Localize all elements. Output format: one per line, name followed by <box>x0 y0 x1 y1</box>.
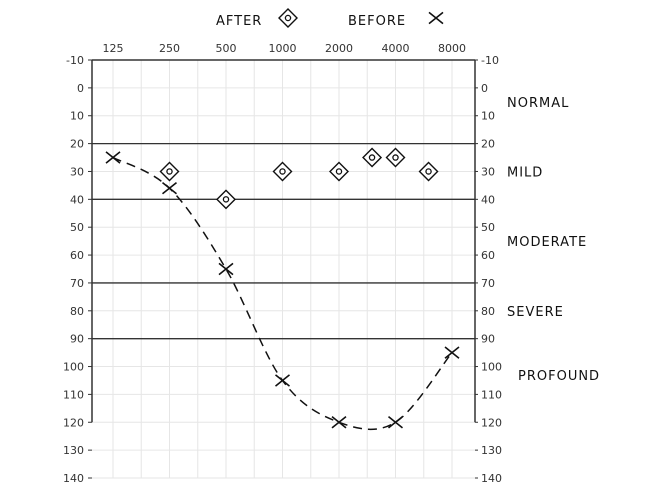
after-point-center <box>425 168 432 175</box>
legend-before-x-icon <box>428 11 444 25</box>
x-tick-label: 500 <box>216 42 237 55</box>
y-tick-label-left: 10 <box>70 110 84 123</box>
band-lines <box>92 142 475 340</box>
after-point <box>362 147 383 168</box>
y-tick-label-right: 40 <box>481 193 495 206</box>
x-tick-label: 1000 <box>269 42 297 55</box>
legend-after-diamond-icon-center <box>284 14 292 22</box>
y-tick-label-right: 80 <box>481 305 495 318</box>
after-point-center <box>279 168 286 175</box>
legend-after-label: AFTER <box>216 14 262 29</box>
x-tick-label: 4000 <box>382 42 410 55</box>
x-tick-label: 8000 <box>438 42 466 55</box>
band-label-profound: PROFOUND <box>518 369 600 384</box>
band-labels: NORMAL MILD MODERATE SEVERE PROFOUND <box>507 96 600 384</box>
band-label-mild: MILD <box>507 165 543 180</box>
x-tick-label: 2000 <box>325 42 353 55</box>
y-tick-label-right: 110 <box>481 388 502 401</box>
after-point-center <box>392 154 399 161</box>
before-point <box>105 151 121 164</box>
before-point <box>275 374 290 387</box>
y-tick-label-right: 60 <box>481 249 495 262</box>
y-tick-label-left: 140 <box>63 472 84 485</box>
band-label-moderate: MODERATE <box>507 235 587 250</box>
before-point <box>444 346 460 359</box>
before-point <box>331 416 347 429</box>
y-tick-label-left: 40 <box>70 193 84 206</box>
y-tick-label-right: 140 <box>481 472 502 485</box>
before-point <box>388 416 403 429</box>
y-tick-label-right: 130 <box>481 444 502 457</box>
after-point <box>385 147 406 168</box>
before-point <box>218 262 234 276</box>
after-point-center <box>166 168 173 175</box>
after-point <box>418 161 439 182</box>
y-tick-labels: -10 -10 0 0 10 10 20 20 30 30 40 40 50 50 60 60 70 70 80 80… <box>63 54 502 485</box>
y-tick-label-left: 60 <box>70 249 84 262</box>
grid <box>92 59 475 479</box>
y-tick-label-left: 130 <box>63 444 84 457</box>
y-tick-label-left: 120 <box>63 416 84 429</box>
y-tick-label-left: 70 <box>70 277 84 290</box>
y-tick-label-right: 30 <box>481 165 495 178</box>
after-point <box>159 161 180 182</box>
before-point <box>162 181 177 195</box>
after-point-center <box>222 196 230 203</box>
x-tick-label: 250 <box>159 42 180 55</box>
legend: AFTER BEFORE <box>216 8 444 29</box>
y-tick-label-left: 110 <box>63 388 84 401</box>
after-point-center <box>368 154 376 161</box>
y-tick-label-left: 30 <box>70 165 84 178</box>
y-tick-label-right: 20 <box>481 138 495 151</box>
y-tick-label-right: 10 <box>481 110 495 123</box>
y-tick-label-left: 80 <box>70 305 84 318</box>
axes <box>91 59 476 423</box>
legend-before-label: BEFORE <box>348 14 406 29</box>
y-tick-label-left: 0 <box>77 82 84 95</box>
y-tick-label-right: 0 <box>481 82 488 95</box>
series <box>105 147 460 430</box>
y-tick-label-left: -10 <box>66 54 84 67</box>
after-point <box>329 161 349 182</box>
x-tick-labels: 125 250 500 1000 2000 4000 8000 <box>103 42 467 55</box>
band-label-normal: NORMAL <box>507 96 569 111</box>
band-label-severe: SEVERE <box>507 305 564 320</box>
y-tick-label-left: 90 <box>70 333 84 346</box>
y-tick-label-right: 70 <box>481 277 495 290</box>
y-tick-label-right: 100 <box>481 361 502 374</box>
y-tick-label-right: 50 <box>481 221 495 234</box>
after-point <box>272 161 293 182</box>
y-tick-label-right: 120 <box>481 416 502 429</box>
legend-after-diamond-icon <box>278 8 298 28</box>
y-tick-label-left: 20 <box>70 138 84 151</box>
after-point-center <box>335 168 343 175</box>
x-tick-label: 125 <box>103 42 124 55</box>
y-tick-label-left: 100 <box>63 361 84 374</box>
after-point <box>216 189 236 210</box>
y-tick-label-right: -10 <box>481 54 499 67</box>
y-tick-label-right: 90 <box>481 333 495 346</box>
y-tick-label-left: 50 <box>70 221 84 234</box>
